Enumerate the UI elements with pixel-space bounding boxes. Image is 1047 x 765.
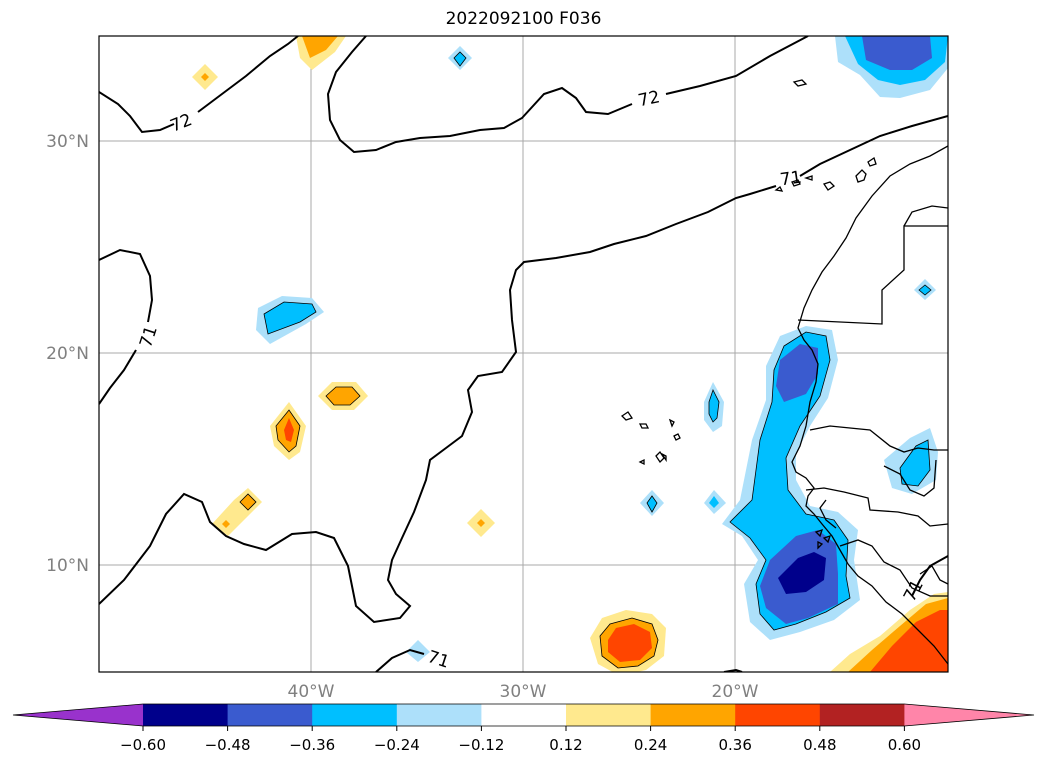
colorbar-extend-high [904, 704, 1034, 726]
blob-north-orange [296, 36, 346, 70]
lon-label-30w: 30°W [500, 682, 547, 702]
canary-islands [774, 79, 877, 192]
contour-lines [99, 36, 948, 672]
colorbar-segment [735, 704, 821, 726]
border-gambia [819, 499, 837, 529]
colorbar-tick-label: 0.60 [888, 736, 921, 754]
lat-label-20n: 20°N [46, 344, 89, 364]
blob-northeast [835, 36, 948, 98]
border-mali [883, 459, 937, 497]
colorbar-segment [566, 704, 652, 726]
border-liberia [919, 565, 948, 585]
gridlines [99, 36, 948, 672]
map-frame [98, 35, 949, 673]
colorbar-segment [227, 704, 313, 726]
africa-coastline [791, 145, 948, 665]
border-mauritania-mali [809, 425, 948, 453]
contour-71-ne [799, 115, 948, 177]
map-title: 2022092100 F036 [445, 9, 602, 29]
colorbar-tick-label: 0.24 [634, 736, 667, 754]
colorbar-segment [396, 704, 482, 726]
colorbar-tick-label: −0.12 [458, 736, 504, 754]
colorbar-segment [481, 704, 567, 726]
blob-small-south [406, 640, 430, 662]
blob-coastal-negative [722, 326, 860, 640]
colorbar-tick-label: −0.48 [205, 736, 251, 754]
border-sierra-leone [839, 539, 948, 597]
contour-label: 72 [636, 87, 661, 111]
border-morocco-algeria [903, 205, 948, 227]
colorbar-segment [143, 704, 229, 726]
border-senegal-guinea [805, 487, 948, 527]
colorbar-segment [650, 704, 736, 726]
map-panel: 72 72 71 71 71 71 [99, 36, 948, 672]
contour-71-main [99, 185, 777, 624]
contour-72-west [99, 91, 175, 134]
contour-72-east [665, 36, 809, 95]
blob-red-16n [270, 402, 306, 460]
contour-72-west-b [197, 36, 299, 113]
colorbar: −0.60 −0.48 −0.36 −0.24 −0.12 0.12 0.24 0.36 0.4… [12, 703, 1035, 754]
colorbar-tick-label: 0.36 [718, 736, 751, 754]
cape-verde-islands [620, 411, 681, 466]
contour-71-se [911, 555, 948, 597]
contour-71-west-b [99, 349, 137, 405]
contour-71-south-b [723, 668, 743, 672]
lon-label-40w: 40°W [288, 682, 335, 702]
colorbar-segment [819, 704, 905, 726]
anomaly-fields [192, 36, 948, 672]
blob-blue-17n [704, 382, 724, 432]
colorbar-tick-label: −0.24 [374, 736, 420, 754]
contour-72-middle [326, 36, 633, 154]
colorbar-segment [312, 704, 398, 726]
colorbar-tick-label: 0.12 [549, 736, 582, 754]
lat-label-10n: 10°N [46, 556, 89, 576]
border-western-sahara [797, 225, 948, 325]
bijagos-islands [814, 528, 832, 550]
anomaly-outlines [239, 51, 932, 669]
axis-labels: 30°N 20°N 10°N 40°W 30°W 20°W [46, 132, 759, 702]
contour-71-west [99, 248, 154, 323]
contour-71-south [375, 648, 425, 672]
colorbar-tick-label: 0.48 [803, 736, 836, 754]
lat-label-30n: 30°N [46, 132, 89, 152]
colorbar-extend-low [13, 704, 143, 726]
blob-southeast-positive [830, 592, 948, 672]
blob-orange-18n [318, 382, 368, 410]
lon-label-20w: 20°W [712, 682, 759, 702]
coastlines [620, 79, 948, 665]
colorbar-tick-label: −0.36 [289, 736, 335, 754]
colorbar-tick-label: −0.60 [120, 736, 166, 754]
contour-label: 71 [779, 167, 803, 190]
